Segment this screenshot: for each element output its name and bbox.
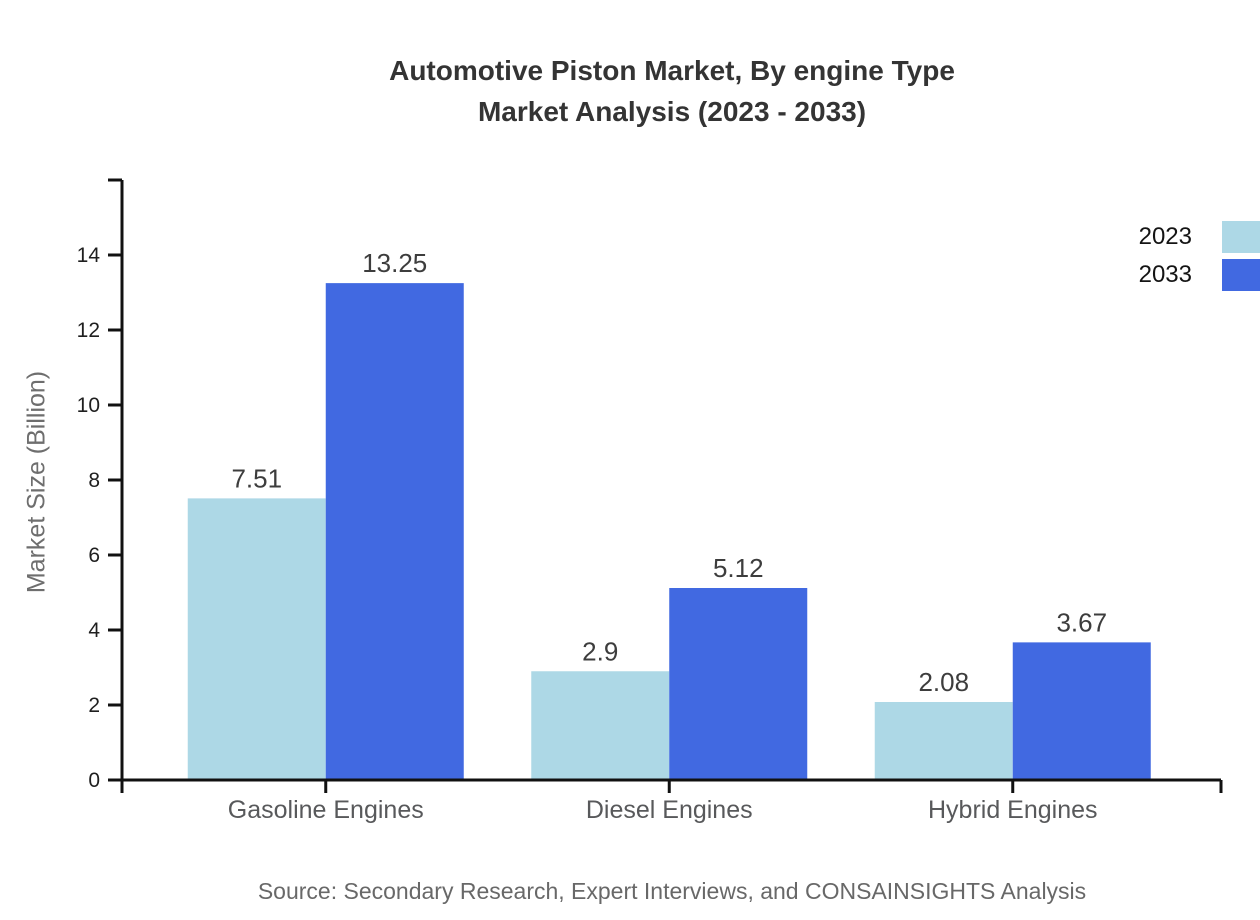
bar-2023-hybrid-engines xyxy=(874,702,1013,780)
y-tick-label-10: 10 xyxy=(77,394,100,417)
value-label-2033-hybrid-engines: 3.67 xyxy=(1056,607,1107,637)
bar-2033-hybrid-engines xyxy=(1012,642,1151,780)
legend-item-2023: 2023 xyxy=(1139,221,1260,253)
source-note: Source: Secondary Research, Expert Inter… xyxy=(257,878,1087,904)
y-tick-label-8: 8 xyxy=(88,469,100,492)
legend: 2023 2033 xyxy=(1139,221,1260,291)
category-label-hybrid-engines: Hybrid Engines xyxy=(928,796,1098,824)
value-label-2023-gasoline-engines: 7.51 xyxy=(231,463,282,493)
bar-2033-gasoline-engines xyxy=(325,283,464,780)
bar-2023-gasoline-engines xyxy=(187,498,326,780)
value-label-2033-gasoline-engines: 13.25 xyxy=(362,248,427,278)
value-label-2023-diesel-engines: 2.9 xyxy=(582,636,618,666)
y-tick-label-6: 6 xyxy=(88,544,100,567)
y-tick-label-0: 0 xyxy=(88,769,100,792)
category-label-gasoline-engines: Gasoline Engines xyxy=(228,796,424,824)
chart-title: Automotive Piston Market, By engine Type… xyxy=(122,50,1222,132)
value-label-2033-diesel-engines: 5.12 xyxy=(713,553,764,583)
y-tick-label-4: 4 xyxy=(88,619,100,642)
y-tick-label-12: 12 xyxy=(77,319,100,342)
bar-2033-diesel-engines xyxy=(669,588,808,780)
legend-label-2023: 2023 xyxy=(1138,223,1192,250)
legend-label-2033: 2033 xyxy=(1138,261,1192,288)
legend-item-2033: 2033 xyxy=(1139,259,1260,291)
chart-title-line-2: Market Analysis (2023 - 2033) xyxy=(477,96,867,127)
y-tick-label-14: 14 xyxy=(77,244,101,267)
category-label-diesel-engines: Diesel Engines xyxy=(586,796,753,824)
y-tick-label-2: 2 xyxy=(88,694,100,717)
bar-2023-diesel-engines xyxy=(531,671,670,780)
value-label-2023-hybrid-engines: 2.08 xyxy=(918,667,969,697)
legend-swatch-2033 xyxy=(1222,259,1260,291)
chart-title-line-1: Automotive Piston Market, By engine Type xyxy=(389,55,955,86)
legend-swatch-2023 xyxy=(1222,221,1260,253)
